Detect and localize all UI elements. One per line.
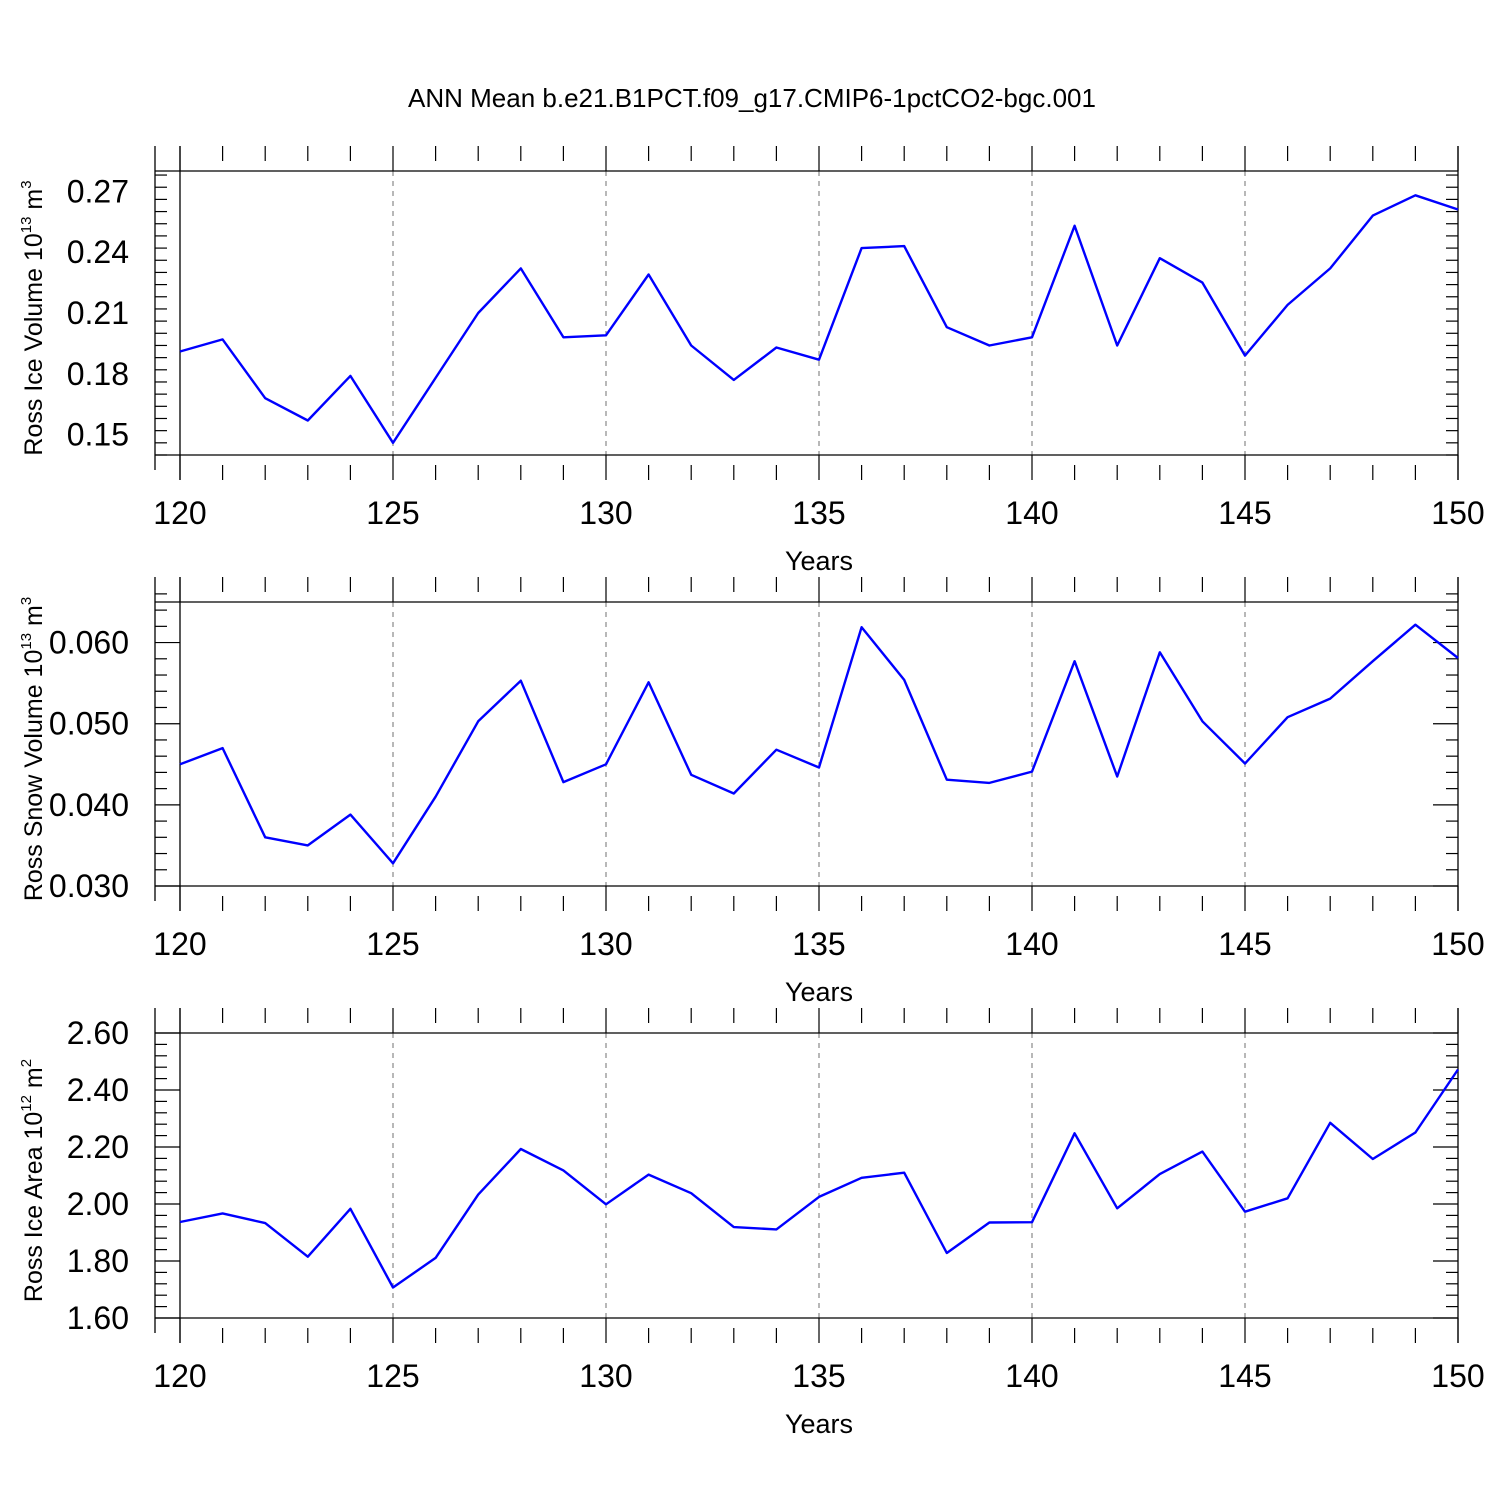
y-tick-label: 0.18 [67,356,129,392]
x-tick-label: 120 [153,495,206,531]
x-tick-label: 140 [1005,926,1058,962]
y-tick-label: 1.60 [67,1300,129,1336]
x-tick-label: 140 [1005,495,1058,531]
y-tick-label: 0.030 [49,868,129,904]
y-tick-label: 2.60 [67,1015,129,1051]
y-axis-label: Ross Ice Volume 1013 m3 [18,180,48,455]
y-tick-label: 0.040 [49,787,129,823]
y-tick-label: 0.050 [49,706,129,742]
y-tick-label: 2.00 [67,1186,129,1222]
y-tick-label: 0.21 [67,295,129,331]
x-axis-label: Years [785,546,853,576]
x-tick-label: 145 [1218,926,1271,962]
x-tick-label: 125 [366,495,419,531]
series-line [179,623,1459,865]
series-line [179,194,1459,444]
chart-title: ANN Mean b.e21.B1PCT.f09_g17.CMIP6-1pctC… [408,83,1096,113]
y-axis-label: Ross Snow Volume 1013 m3 [18,597,48,901]
y-axis-label: Ross Ice Area 1012 m2 [18,1059,48,1302]
x-tick-label: 125 [366,926,419,962]
y-tick-label: 0.24 [67,234,129,270]
x-tick-label: 120 [153,926,206,962]
panel-3: 120 125 130 135 140 145 150 1.60 1.80 2.00 2.20 2.4… [18,1008,1485,1439]
y-tick-label: 0.27 [67,173,129,209]
x-tick-label: 135 [792,1358,845,1394]
x-tick-label: 145 [1218,1358,1271,1394]
x-tick-label: 130 [579,495,632,531]
series-line [179,1068,1459,1289]
x-tick-label: 150 [1431,1358,1484,1394]
panel-2: 120 125 130 135 140 145 150 0.030 0.040 0.050 0.06… [18,577,1485,1007]
x-tick-label: 120 [153,1358,206,1394]
x-tick-label: 140 [1005,1358,1058,1394]
y-tick-label: 2.40 [67,1072,129,1108]
x-tick-label: 150 [1431,926,1484,962]
x-axis-label: Years [785,1409,853,1439]
x-tick-label: 130 [579,926,632,962]
y-tick-label: 0.15 [67,417,129,453]
y-tick-label: 2.20 [67,1129,129,1165]
x-tick-label: 125 [366,1358,419,1394]
y-tick-label: 1.80 [67,1243,129,1279]
x-axis-label: Years [785,977,853,1007]
y-tick-label: 0.060 [49,625,129,661]
x-tick-label: 135 [792,926,845,962]
chart-panels: 120 125 130 135 140 145 150 0.15 0.18 0.21 0.24 0.2… [18,146,1485,1439]
panel-1: 120 125 130 135 140 145 150 0.15 0.18 0.21 0.24 0.2… [18,146,1485,576]
x-tick-label: 145 [1218,495,1271,531]
x-tick-label: 135 [792,495,845,531]
x-tick-label: 150 [1431,495,1484,531]
x-tick-label: 130 [579,1358,632,1394]
